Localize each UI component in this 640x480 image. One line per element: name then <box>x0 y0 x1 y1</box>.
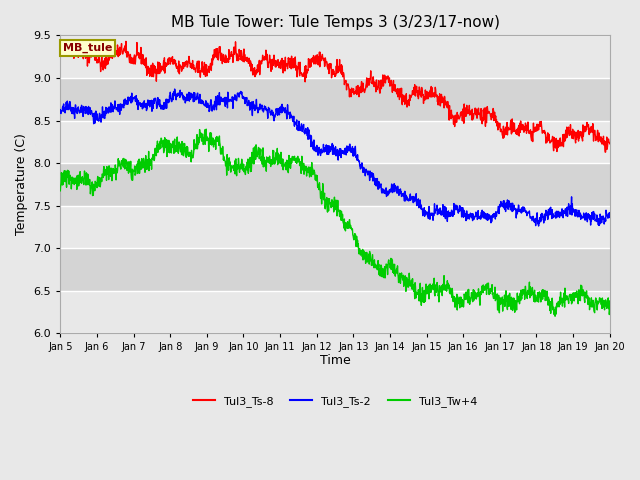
Bar <box>60 36 610 78</box>
Bar <box>60 120 610 163</box>
Y-axis label: Temperature (C): Temperature (C) <box>15 133 28 235</box>
Legend: Tul3_Ts-8, Tul3_Ts-2, Tul3_Tw+4: Tul3_Ts-8, Tul3_Ts-2, Tul3_Tw+4 <box>188 392 482 411</box>
Bar <box>60 291 610 334</box>
Text: MB_tule: MB_tule <box>63 43 113 53</box>
Bar <box>60 163 610 206</box>
Bar <box>60 206 610 248</box>
Title: MB Tule Tower: Tule Temps 3 (3/23/17-now): MB Tule Tower: Tule Temps 3 (3/23/17-now… <box>170 15 499 30</box>
X-axis label: Time: Time <box>319 354 350 367</box>
Bar <box>60 248 610 291</box>
Bar <box>60 78 610 120</box>
